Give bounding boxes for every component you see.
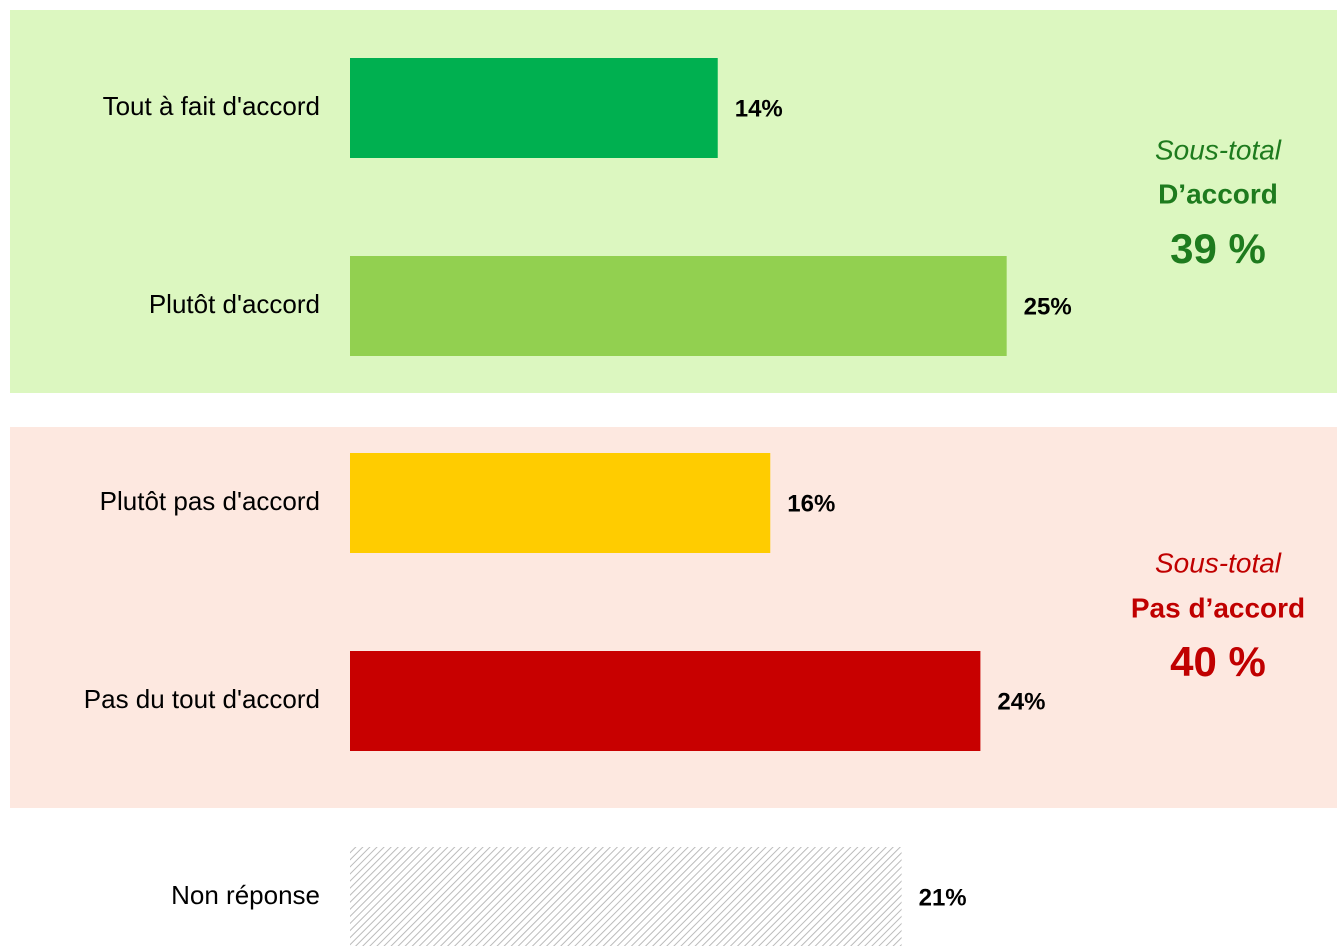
- value-label: 21%: [919, 884, 967, 911]
- subtotal-label: Pas d’accord: [1131, 592, 1305, 623]
- value-label: 25%: [1024, 293, 1072, 320]
- subtotal-prefix: Sous-total: [1155, 547, 1282, 578]
- category-label: Pas du tout d'accord: [84, 684, 320, 714]
- category-label: Plutôt pas d'accord: [100, 486, 320, 516]
- category-label: Plutôt d'accord: [149, 289, 320, 319]
- category-label: Tout à fait d'accord: [103, 91, 320, 121]
- value-label: 16%: [787, 490, 835, 517]
- bar: [350, 256, 1007, 356]
- subtotal-value: 39 %: [1170, 225, 1266, 272]
- subtotal-prefix: Sous-total: [1155, 134, 1282, 165]
- bar: [350, 453, 771, 553]
- bar: [350, 58, 718, 158]
- value-label: 14%: [735, 95, 783, 122]
- subtotal-value: 40 %: [1170, 638, 1266, 685]
- subtotal-label: D’accord: [1158, 178, 1278, 209]
- category-label: Non réponse: [171, 880, 320, 910]
- value-label: 24%: [997, 688, 1045, 715]
- bar: [350, 847, 902, 946]
- bar: [350, 651, 981, 751]
